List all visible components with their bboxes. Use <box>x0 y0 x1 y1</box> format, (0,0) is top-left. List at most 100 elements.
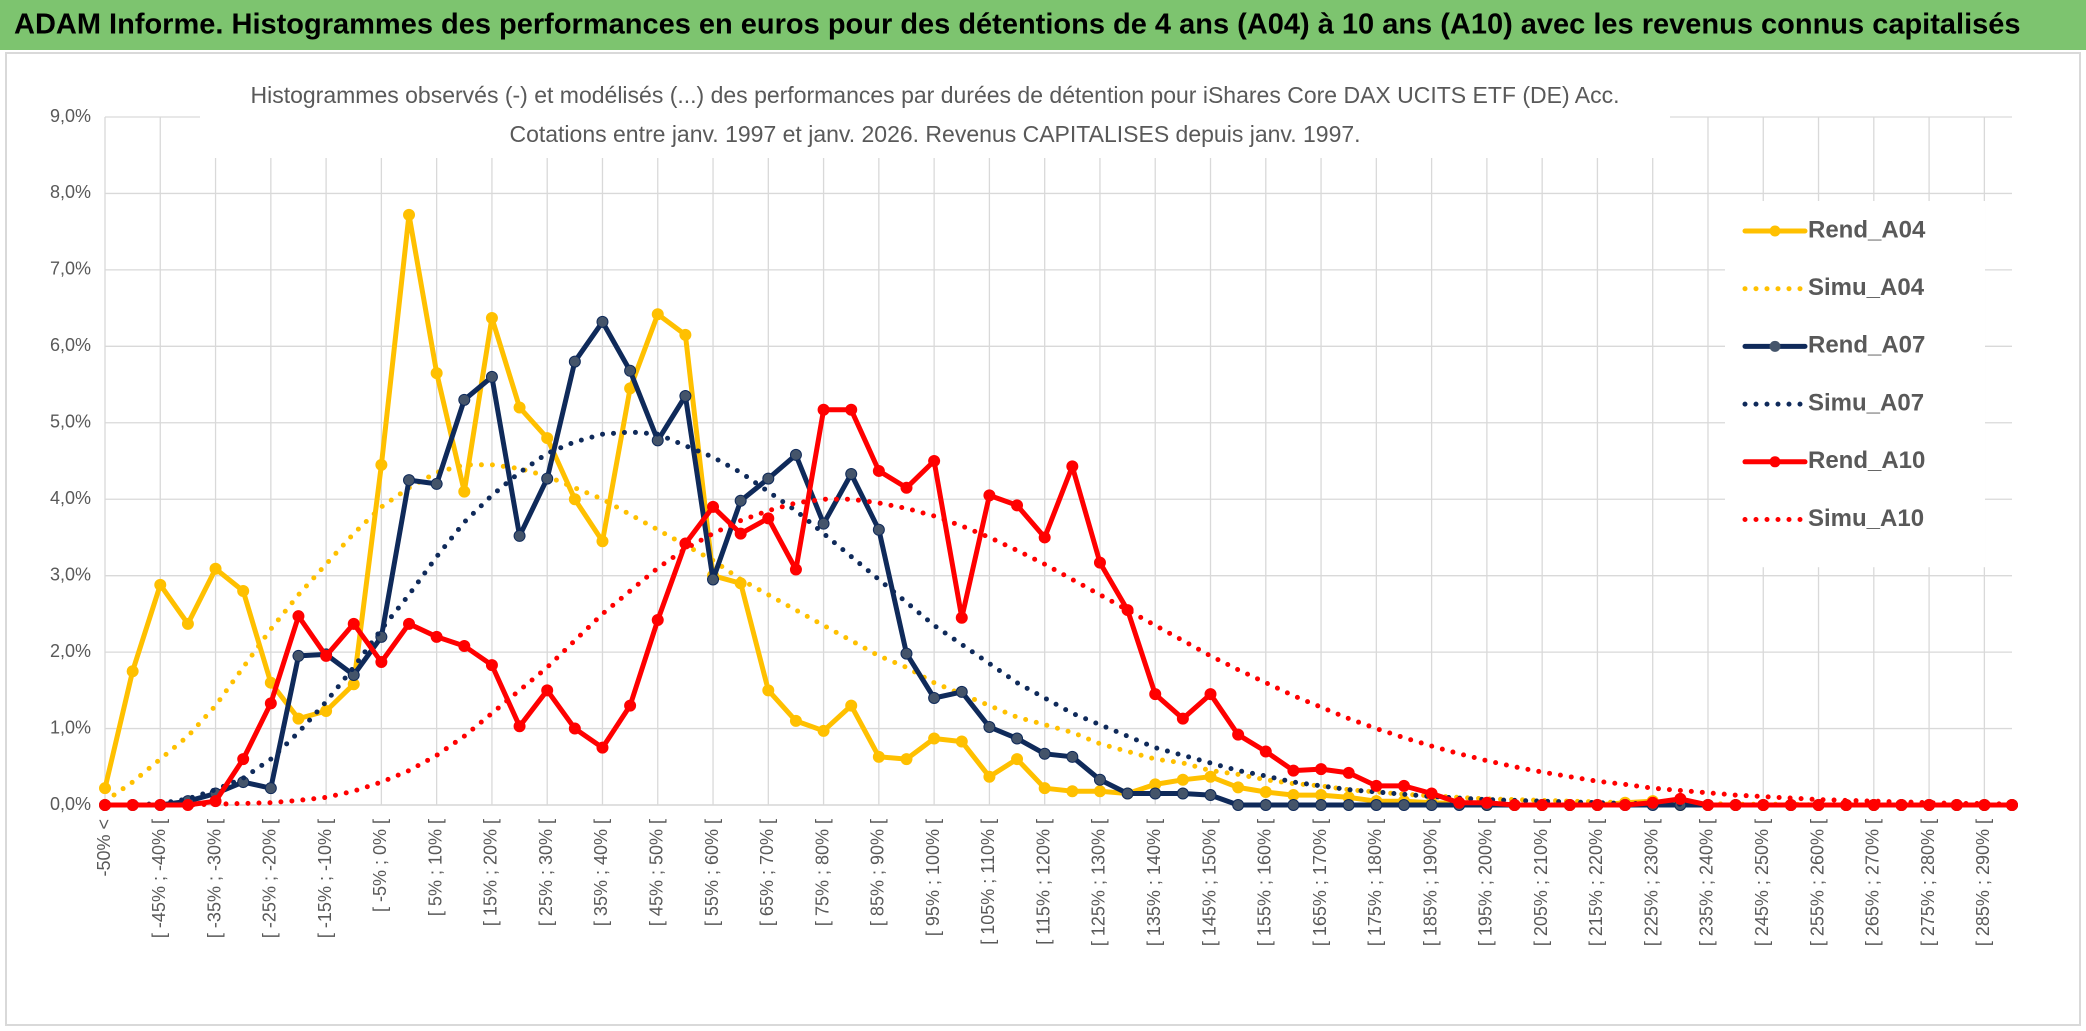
marker <box>541 472 554 485</box>
legend-label: Simu_A10 <box>1808 505 1924 532</box>
marker <box>485 659 498 672</box>
marker <box>292 649 305 662</box>
marker <box>541 432 554 445</box>
y-tick-label: 4,0% <box>50 488 91 508</box>
marker <box>1066 785 1079 798</box>
legend-label: Rend_A10 <box>1808 447 1925 474</box>
marker <box>1646 796 1659 809</box>
x-tick-label: [ 65% ; 70% [ <box>757 819 777 926</box>
marker <box>181 617 194 630</box>
x-tick-label: [ 25% ; 30% [ <box>536 819 556 926</box>
x-tick-label: [ 95% ; 100% [ <box>923 819 943 936</box>
x-tick-label: [ -35% ; -30% [ <box>204 819 224 938</box>
legend-label: Simu_A04 <box>1808 274 1925 301</box>
marker <box>1176 773 1189 786</box>
marker <box>789 563 802 576</box>
marker <box>568 722 581 735</box>
marker <box>762 472 775 485</box>
marker <box>458 393 471 406</box>
x-tick-label: [ 185% ; 190% [ <box>1420 819 1440 946</box>
marker <box>403 208 416 221</box>
marker <box>264 782 277 795</box>
marker <box>651 308 664 321</box>
marker <box>237 753 250 766</box>
x-tick-label: [ 265% ; 270% [ <box>1863 819 1883 946</box>
y-tick-label: 5,0% <box>50 412 91 432</box>
y-tick-label: 2,0% <box>50 641 91 661</box>
marker <box>872 523 885 536</box>
x-tick-label: [ 145% ; 150% [ <box>1199 819 1219 946</box>
marker <box>679 328 692 341</box>
x-tick-label: [ 205% ; 210% [ <box>1531 819 1551 946</box>
x-tick-label: [ 5% ; 10% [ <box>425 819 445 916</box>
marker <box>789 448 802 461</box>
marker <box>1370 799 1383 811</box>
legend-marker <box>1769 225 1781 237</box>
marker <box>734 527 747 540</box>
x-tick-label: [ 15% ; 20% [ <box>481 819 501 926</box>
y-tick-label: 9,0% <box>50 106 91 126</box>
x-tick-label: [ -45% ; -40% [ <box>149 819 169 938</box>
marker <box>541 684 554 697</box>
marker <box>1563 799 1576 811</box>
marker <box>1093 773 1106 786</box>
marker <box>1259 799 1272 811</box>
marker <box>1232 728 1245 741</box>
x-tick-label: [ 165% ; 170% [ <box>1310 819 1330 946</box>
marker <box>1204 770 1217 783</box>
marker <box>1038 531 1051 544</box>
x-tick-label: [ 125% ; 130% [ <box>1089 819 1109 946</box>
marker <box>264 697 277 710</box>
marker <box>1093 785 1106 798</box>
x-tick-label: [ 255% ; 260% [ <box>1807 819 1827 946</box>
marker <box>679 390 692 403</box>
marker <box>485 312 498 325</box>
marker <box>596 741 609 754</box>
x-tick-label: [ 85% ; 90% [ <box>868 819 888 926</box>
marker <box>458 485 471 498</box>
x-tick-label: [ -15% ; -10% [ <box>315 819 335 938</box>
marker <box>430 630 443 643</box>
marker <box>513 401 526 414</box>
series-line <box>102 462 2015 808</box>
marker <box>1011 499 1024 512</box>
marker <box>320 649 333 662</box>
marker <box>1619 799 1632 811</box>
legend-box <box>1725 201 1985 568</box>
marker <box>845 403 858 416</box>
marker <box>1508 799 1521 811</box>
marker <box>1453 796 1466 809</box>
marker <box>817 724 830 737</box>
marker <box>900 753 913 766</box>
marker <box>1701 799 1714 811</box>
marker <box>430 367 443 380</box>
marker <box>1066 750 1079 763</box>
x-tick-label: [ 235% ; 240% [ <box>1697 819 1717 946</box>
x-tick-label: [ -5% ; 0% [ <box>370 819 390 912</box>
marker <box>347 617 360 630</box>
x-tick-label: [ 155% ; 160% [ <box>1255 819 1275 946</box>
legend: Rend_A04 Simu_A04 Rend_A07 Simu_A07 Rend_A10… <box>1725 201 1985 568</box>
marker <box>983 770 996 783</box>
marker <box>292 610 305 623</box>
marker <box>154 578 167 591</box>
x-tick-label: [ 35% ; 40% [ <box>591 819 611 926</box>
marker <box>817 403 830 416</box>
marker <box>789 714 802 727</box>
marker <box>1342 766 1355 779</box>
marker <box>375 458 388 471</box>
marker <box>872 750 885 763</box>
marker <box>1729 799 1742 811</box>
marker <box>292 712 305 725</box>
marker <box>237 584 250 597</box>
marker <box>817 517 830 530</box>
marker <box>1121 787 1134 800</box>
marker <box>983 721 996 734</box>
marker <box>734 494 747 507</box>
marker <box>679 537 692 550</box>
x-tick-label: -50% < <box>94 819 114 877</box>
x-tick-label: [ -25% ; -20% [ <box>260 819 280 938</box>
marker <box>1591 799 1604 811</box>
legend-label: Simu_A07 <box>1808 389 1924 416</box>
marker <box>568 355 581 368</box>
